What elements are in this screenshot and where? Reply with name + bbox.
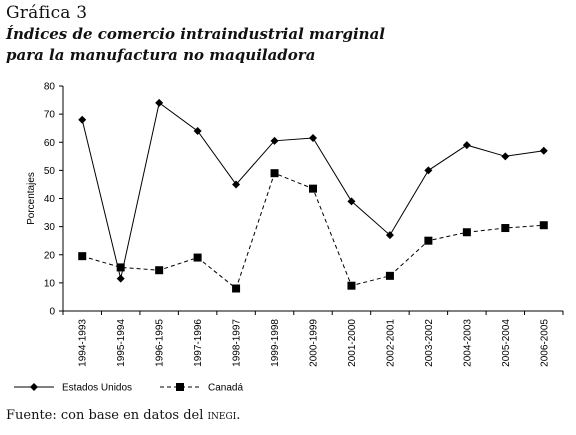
data-point-1	[155, 98, 164, 107]
source-note: Fuente: con base en datos del inegi.	[6, 408, 240, 423]
x-tick-label: 1995-1994	[116, 319, 127, 367]
data-point-1	[116, 274, 125, 283]
x-tick-label: 1997-1996	[193, 319, 204, 367]
data-point-2	[78, 252, 87, 261]
legend-label-1: Estados Unidos	[62, 383, 132, 394]
source-suffix: .	[236, 408, 241, 423]
data-point-2	[385, 271, 394, 280]
x-tick-label: 2005-2004	[501, 319, 512, 367]
y-tick-label: 0	[49, 307, 55, 318]
y-tick-label: 60	[44, 138, 56, 149]
data-point-2	[270, 169, 279, 178]
data-point-1	[309, 134, 317, 143]
y-tick-label: 20	[44, 250, 56, 261]
x-tick-label: 2006-2005	[539, 319, 550, 367]
y-tick-label: 70	[44, 110, 56, 121]
x-tick-label: 2000-1999	[309, 319, 320, 367]
data-point-2	[539, 221, 548, 230]
data-point-1	[78, 115, 87, 124]
data-point-2	[501, 224, 510, 233]
data-point-1	[232, 180, 241, 189]
data-point-2	[116, 263, 125, 272]
x-tick-label: 1999-1998	[270, 319, 281, 367]
data-point-2	[347, 281, 356, 290]
legend-marker-2	[176, 383, 184, 391]
source-prefix: Fuente: con base en datos del	[6, 408, 208, 423]
chart-title-line-2: para la manufactura no maquiladora	[6, 46, 316, 64]
data-point-1	[424, 166, 433, 175]
y-tick-label: 30	[44, 222, 56, 233]
data-point-1	[539, 146, 548, 155]
data-point-1	[193, 127, 202, 135]
data-point-2	[155, 266, 164, 275]
data-point-2	[193, 253, 202, 262]
legend-marker-1	[30, 383, 38, 391]
x-tick-label: 1994-1993	[78, 319, 89, 367]
x-tick-label: 1996-1995	[155, 319, 166, 367]
data-point-2	[309, 184, 317, 193]
data-point-2	[424, 236, 433, 245]
data-point-1	[347, 197, 356, 206]
source-organization: inegi	[207, 408, 237, 423]
x-tick-label: 1998-1997	[232, 319, 243, 367]
y-tick-label: 40	[44, 194, 56, 205]
figure-label: Gráfica 3	[6, 3, 88, 23]
x-tick-label: 2002-2001	[385, 319, 396, 367]
data-point-1	[270, 136, 279, 145]
data-point-2	[232, 284, 241, 293]
y-tick-label: 10	[44, 278, 56, 289]
chart-title-line-1: Índices de comercio intraindustrial marg…	[6, 25, 385, 43]
x-tick-label: 2001-2000	[347, 319, 358, 367]
y-tick-label: 80	[44, 82, 56, 93]
x-tick-label: 2004-2003	[462, 319, 473, 367]
data-point-1	[385, 231, 394, 240]
y-tick-label: 50	[44, 166, 56, 177]
legend-label-2: Canadá	[208, 383, 243, 394]
data-point-1	[462, 141, 471, 150]
chart-title: Índices de comercio intraindustrial marg…	[6, 24, 566, 66]
data-point-2	[462, 228, 471, 237]
data-point-1	[501, 152, 510, 161]
y-axis-title: Porcentajes	[26, 172, 37, 225]
x-tick-label: 2003-2002	[424, 319, 435, 367]
